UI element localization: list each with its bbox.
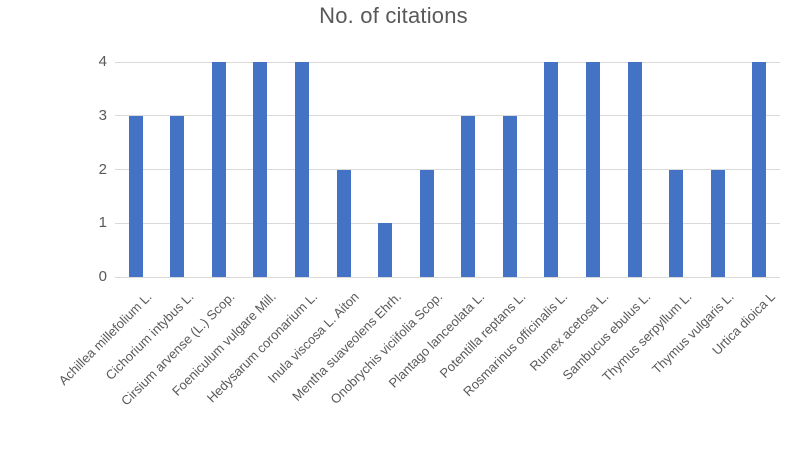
plot-area — [115, 61, 780, 278]
y-tick-label-2: 2 — [98, 160, 107, 178]
bar-7 — [419, 169, 434, 277]
y-tick-label-0: 0 — [98, 268, 107, 285]
bar-5 — [336, 169, 351, 277]
bar-10 — [544, 62, 559, 277]
gridline-y-2 — [115, 169, 780, 170]
bar-1 — [170, 115, 185, 277]
bar-2 — [211, 62, 226, 277]
chart-title: No. of citations — [319, 3, 468, 28]
bar-11 — [585, 62, 600, 277]
bar-13 — [669, 169, 684, 277]
bar-15 — [752, 62, 767, 277]
bar-8 — [461, 115, 476, 277]
y-tick-label-4: 4 — [98, 53, 107, 70]
y-tick-label-3: 3 — [98, 106, 107, 124]
bar-12 — [627, 62, 642, 277]
bar-6 — [378, 223, 393, 277]
gridline-y-3 — [115, 115, 780, 117]
x-axis: Achillea millefolium L. Cichorium intybus… — [0, 283, 787, 459]
bar-0 — [128, 115, 143, 277]
bar-3 — [253, 62, 268, 277]
bar-4 — [295, 62, 310, 277]
bar-14 — [710, 169, 725, 277]
gridline-y-4 — [115, 61, 780, 63]
y-tick-label-1: 1 — [98, 214, 107, 232]
gridline-y-0 — [115, 276, 780, 278]
gridline-y-1 — [115, 222, 780, 224]
bar-9 — [502, 115, 517, 277]
